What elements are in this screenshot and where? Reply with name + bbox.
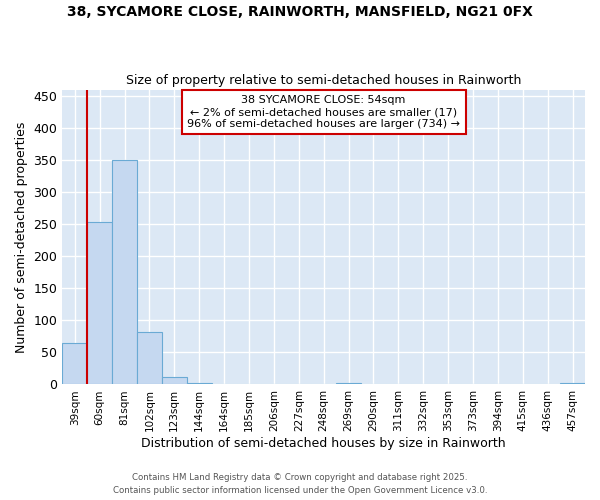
Text: 38, SYCAMORE CLOSE, RAINWORTH, MANSFIELD, NG21 0FX: 38, SYCAMORE CLOSE, RAINWORTH, MANSFIELD… xyxy=(67,5,533,19)
Bar xyxy=(336,382,361,384)
Bar xyxy=(162,377,187,384)
Bar xyxy=(87,222,112,384)
Bar xyxy=(560,382,585,384)
Title: Size of property relative to semi-detached houses in Rainworth: Size of property relative to semi-detach… xyxy=(126,74,521,87)
Y-axis label: Number of semi-detached properties: Number of semi-detached properties xyxy=(15,122,28,352)
Text: Contains HM Land Registry data © Crown copyright and database right 2025.
Contai: Contains HM Land Registry data © Crown c… xyxy=(113,474,487,495)
Bar xyxy=(62,343,87,384)
Bar xyxy=(137,332,162,384)
X-axis label: Distribution of semi-detached houses by size in Rainworth: Distribution of semi-detached houses by … xyxy=(142,437,506,450)
Bar xyxy=(112,160,137,384)
Text: 38 SYCAMORE CLOSE: 54sqm
← 2% of semi-detached houses are smaller (17)
96% of se: 38 SYCAMORE CLOSE: 54sqm ← 2% of semi-de… xyxy=(187,96,460,128)
Bar xyxy=(187,382,212,384)
